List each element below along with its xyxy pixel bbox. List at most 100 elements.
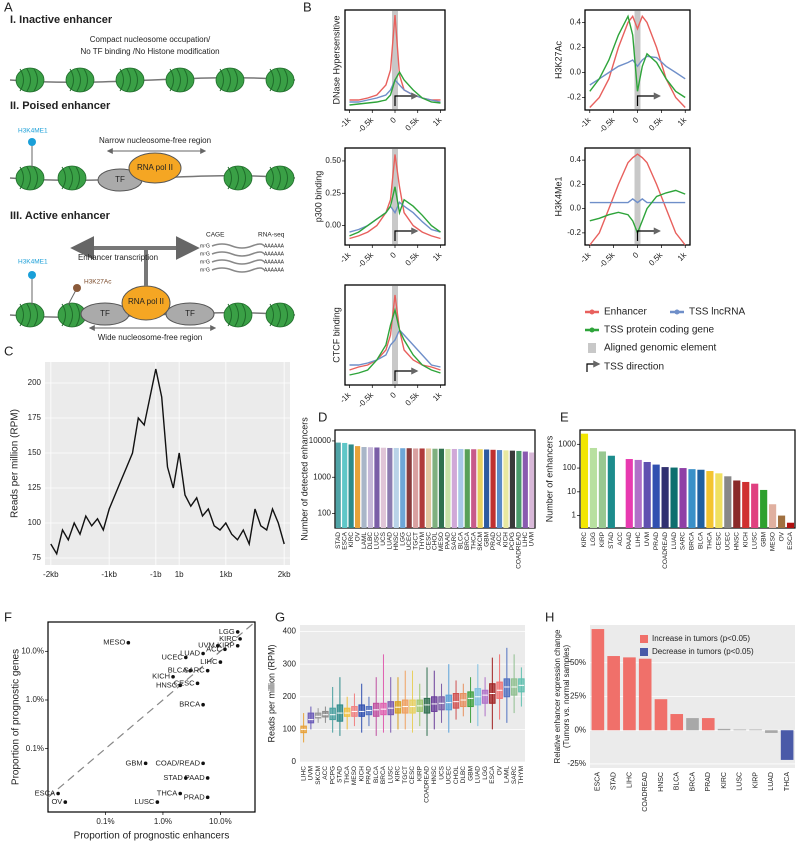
nucleosome-wrap (75, 166, 80, 190)
x-tick-label: OV (778, 531, 785, 541)
tf (165, 302, 215, 326)
point (195, 681, 200, 686)
x-tick-label: -0.5k (356, 115, 376, 135)
x-tick-label: UCEC (446, 766, 453, 785)
box (307, 712, 315, 724)
x-tick-label: LUSC (737, 772, 744, 791)
x-tick-label: -2kb (43, 570, 59, 579)
bar (361, 447, 367, 528)
x-tick-label: LUSC (751, 532, 758, 550)
bar (387, 447, 393, 528)
transcript (211, 267, 265, 273)
nucleosome-wrap (83, 68, 88, 92)
point (201, 702, 205, 707)
histone-mark: H3K4ME1 (18, 128, 48, 135)
bar (643, 461, 651, 528)
x-tick-label: 0 (388, 390, 398, 400)
x-tick-label: UCEC (725, 532, 732, 551)
bar (697, 469, 705, 528)
y-tick-label: 100 (563, 463, 577, 472)
bar (786, 522, 795, 528)
y-tick-label: 1.0% (26, 695, 44, 704)
tail: AAAAAA (264, 243, 285, 249)
y-tick-label: 1000 (313, 472, 331, 481)
factor-label: TF (185, 309, 195, 318)
x-tick-label: LIHC (522, 532, 529, 547)
bar (477, 449, 483, 528)
nucleosome-wrap (176, 68, 181, 92)
y-tick-label: 10000 (309, 436, 332, 445)
point (143, 761, 148, 766)
x-tick-label: ACC (322, 766, 329, 780)
tss-arrow (636, 227, 661, 241)
x-tick-label: 2kb (278, 570, 291, 579)
x-tick-label: BLCA (674, 772, 681, 791)
bar (724, 476, 732, 528)
y-axis-label: Reads per million (RPM) (266, 644, 276, 742)
factor-label: TF (100, 309, 110, 318)
bar (406, 448, 412, 528)
bar (654, 699, 668, 731)
point (126, 640, 131, 645)
bar (733, 480, 741, 528)
methyl-mark (28, 138, 36, 146)
bar (400, 448, 406, 528)
y-tick-label: 0.25 (325, 188, 341, 197)
point-label: SARC (184, 666, 205, 675)
x-tick-label: SKCM (477, 532, 484, 551)
x-tick-label: COADREAD (516, 532, 523, 569)
x-tick-label: MESO (351, 766, 358, 785)
bar (670, 714, 684, 731)
y-tick-label: 50% (570, 658, 586, 667)
x-tick-label: CESC (425, 532, 432, 550)
y-tick-label: 0.0 (570, 68, 582, 77)
point-label: PAAD (185, 773, 205, 782)
x-tick-label: 0.5k (404, 390, 422, 408)
panel-label: B (303, 0, 312, 14)
cap: m⁷G (200, 259, 210, 265)
nucleosome-wrap (269, 68, 274, 92)
line (349, 186, 441, 237)
y-tick-label: -0.2 (567, 228, 581, 237)
legend-arrow (586, 360, 601, 372)
legend-label: TSS direction (604, 362, 664, 373)
x-tick-label: UCS (438, 765, 445, 779)
x-tick-label: LGG (590, 532, 597, 546)
legend-swatch (640, 648, 648, 656)
y-tick-label: 100 (28, 518, 42, 527)
y-tick-label: 400 (283, 627, 297, 636)
line (349, 307, 441, 376)
nucleosome-wrap (234, 166, 239, 190)
bar (348, 444, 354, 528)
point (223, 647, 227, 652)
nucleosome-wrap (283, 68, 288, 92)
x-tick-label: SARC (680, 532, 687, 550)
bar (509, 450, 515, 528)
polymerase (128, 152, 182, 184)
y-tick-label: 0% (574, 725, 586, 734)
tss-arrow (394, 92, 419, 106)
nucleosome-wrap (126, 68, 131, 92)
x-tick-label: UVM (528, 532, 535, 546)
point-label: LUAD (180, 649, 201, 658)
bar (742, 481, 750, 528)
x-tick-label: HNSC (431, 766, 438, 785)
bar (419, 448, 425, 528)
methyl-mark (28, 271, 36, 279)
point (218, 660, 223, 664)
x-tick-label: PCPG (329, 766, 336, 784)
x-tick-label: -1k (338, 250, 353, 265)
point-label: OV (51, 797, 62, 806)
point-label: UCEC (162, 652, 184, 661)
bar (598, 451, 606, 528)
tss-arrow (636, 92, 661, 106)
y-tick-label: 0.00 (325, 221, 341, 230)
x-tick-label: DLBC (460, 766, 467, 784)
x-tick-label: HNSC (393, 532, 400, 551)
aligned-element (392, 149, 398, 244)
x-tick-label: PRAD (653, 532, 660, 550)
bar (374, 447, 380, 528)
cap: m⁷G (200, 243, 210, 249)
x-tick-label: PRAD (705, 772, 712, 791)
nucleosome-wrap (68, 166, 73, 190)
